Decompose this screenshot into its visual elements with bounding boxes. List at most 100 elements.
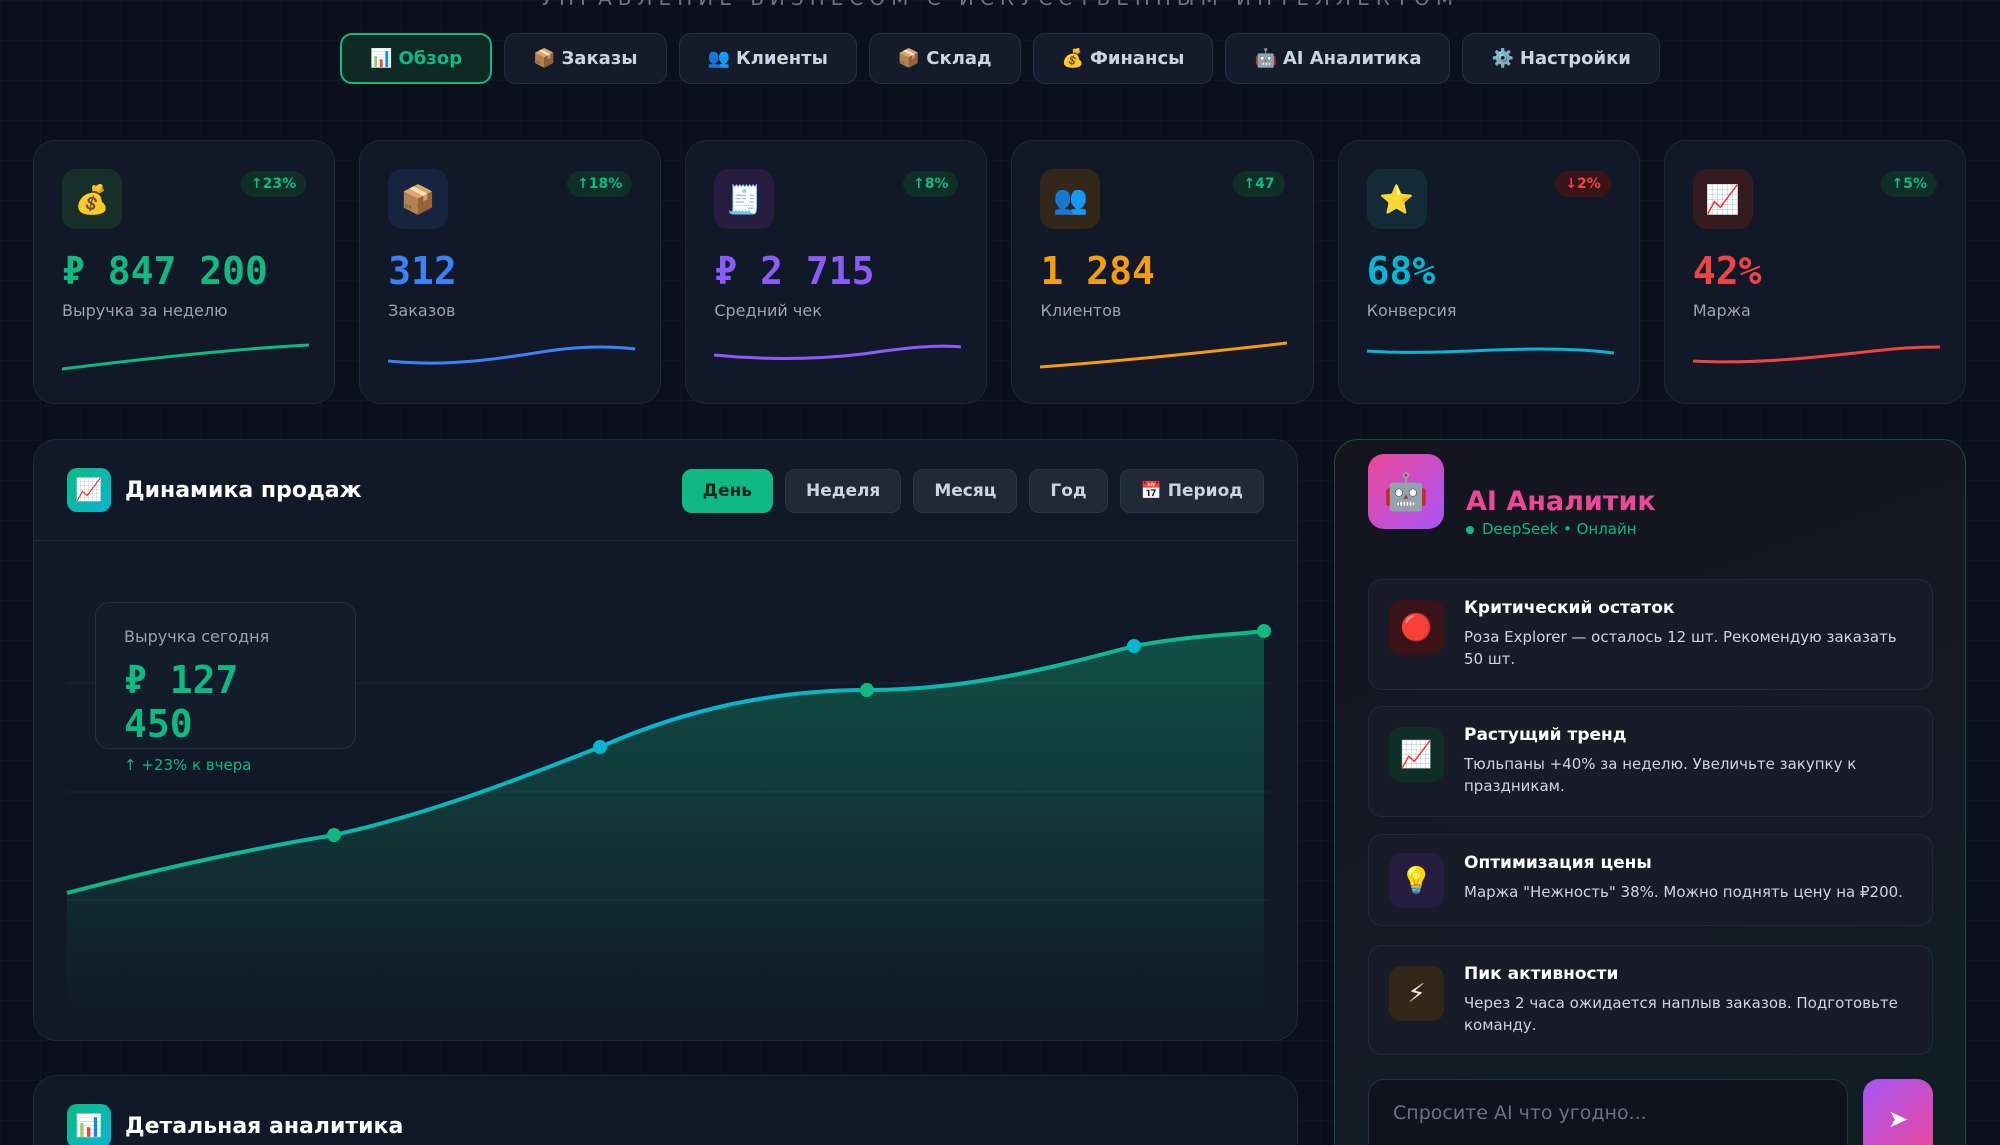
- sparkline: [1040, 341, 1288, 369]
- tab-icon: 📦: [897, 48, 921, 69]
- period-button[interactable]: Год: [1029, 469, 1108, 513]
- nav: 📊 Обзор 📦 Заказы 👥 Клиенты 📦 Склад 💰 Финансы 🤖 AI А…: [0, 33, 2000, 84]
- today-card: Выручка сегодня ₽ 127 450 ↑ +23% к вчера: [95, 602, 356, 774]
- kpi-card: 🧾 ↑8% ₽ 2 715 Средний чек: [685, 140, 988, 404]
- ai-panel: 🤖 AI Аналитик DeepSeek • Онлайн 🔴 Критиче…: [1334, 439, 1966, 1145]
- kpi-badge: ↑18%: [567, 171, 633, 197]
- sales-chart: [66, 624, 1271, 1020]
- insight-text: Через 2 часа ожидается наплыв заказов. П…: [1464, 994, 1898, 1034]
- kpi-value: 42%: [1692, 249, 1762, 293]
- ai-insight: 🔴 Критический остаток Роза Explorer — оста…: [1368, 579, 1933, 690]
- kpi-value: 1 284: [1040, 249, 1155, 293]
- today-change: ↑ +23% к вчера: [124, 756, 252, 774]
- sparkline-path: [1040, 341, 1288, 369]
- tab-label: Склад: [926, 48, 992, 69]
- tab-icon: 👥: [707, 48, 730, 69]
- insight-title: Критический остаток: [1464, 598, 1675, 618]
- tab-icon: 🤖: [1254, 48, 1277, 69]
- kpi-label: Клиентов: [1040, 301, 1122, 320]
- tab-label: AI Аналитика: [1282, 48, 1422, 69]
- tab-label: Клиенты: [735, 48, 828, 69]
- tab-label: Обзор: [398, 48, 463, 69]
- tab-icon: ⚙️: [1491, 48, 1514, 69]
- sparkline-path: [388, 345, 636, 365]
- nav-tab[interactable]: ⚙️ Настройки: [1462, 33, 1660, 84]
- kpi-card: 📈 ↑5% 42% Маржа: [1663, 140, 1966, 404]
- period-button[interactable]: 📅 Период: [1119, 469, 1264, 513]
- nav-tab[interactable]: 📦 Заказы: [504, 33, 667, 84]
- nav-tab[interactable]: 📊 Обзор: [340, 33, 493, 84]
- insight-icon: 🔴: [1389, 600, 1444, 655]
- nav-tab[interactable]: 👥 Клиенты: [678, 33, 857, 84]
- sparkline-path: [1366, 347, 1614, 355]
- nav-tab[interactable]: 💰 Финансы: [1032, 33, 1214, 84]
- kpi-icon: 💰: [62, 169, 122, 229]
- ai-status: DeepSeek • Онлайн: [1466, 520, 1637, 538]
- insight-text: Тюльпаны +40% за неделю. Увеличьте закуп…: [1464, 755, 1857, 795]
- kpi-icon: ⭐: [1366, 169, 1427, 229]
- send-button[interactable]: ➤: [1863, 1079, 1933, 1145]
- kpi-label: Выручка за неделю: [62, 301, 228, 320]
- panel-title: Детальная аналитика: [125, 1113, 404, 1139]
- kpi-card: 👥 ↑47 1 284 Клиентов: [1011, 140, 1314, 404]
- nav-tab[interactable]: 🤖 AI Аналитика: [1225, 33, 1451, 84]
- insight-icon: 💡: [1389, 853, 1444, 908]
- insight-icon: ⚡: [1389, 966, 1444, 1021]
- panel-icon: 📊: [67, 1104, 111, 1145]
- sparkline-path: [62, 343, 310, 371]
- kpi-value: 312: [388, 249, 457, 293]
- sparkline: [62, 343, 310, 371]
- ai-icon: 🤖: [1368, 454, 1444, 529]
- period-button[interactable]: Месяц: [913, 469, 1018, 513]
- insight-title: Растущий тренд: [1464, 725, 1627, 745]
- ai-title: AI Аналитик: [1466, 486, 1656, 517]
- details-panel: 📊 Детальная аналитика: [33, 1075, 1298, 1145]
- kpi-value: ₽ 847 200: [62, 249, 268, 293]
- panel-icon: 📈: [67, 468, 111, 512]
- sparkline-path: [714, 344, 962, 360]
- kpi-badge: ↑23%: [240, 171, 307, 197]
- tab-label: Финансы: [1090, 48, 1185, 69]
- panel-header: 📊 Детальная аналитика: [67, 1104, 403, 1145]
- separator: [34, 540, 1297, 541]
- ai-insight: 💡 Оптимизация цены Маржа "Нежность" 38%. М…: [1368, 834, 1933, 926]
- tab-icon: 📊: [370, 48, 393, 69]
- kpi-icon: 🧾: [714, 169, 775, 229]
- kpi-badge: ↓2%: [1555, 171, 1611, 197]
- tab-icon: 📦: [533, 48, 556, 69]
- insight-text: Маржа "Нежность" 38%. Можно поднять цену…: [1464, 883, 1903, 901]
- insight-title: Оптимизация цены: [1464, 853, 1652, 873]
- kpi-card: 💰 ↑23% ₽ 847 200 Выручка за неделю: [33, 140, 336, 404]
- period-button[interactable]: Неделя: [784, 469, 902, 513]
- ai-insight: ⚡ Пик активности Через 2 часа ожидается на…: [1368, 945, 1933, 1055]
- area: [67, 631, 1264, 1020]
- tab-label: Настройки: [1519, 48, 1631, 69]
- sparkline: [1366, 347, 1614, 355]
- ai-input[interactable]: Спросите AI что угодно...: [1368, 1079, 1848, 1145]
- kpi-label: Заказов: [388, 301, 456, 320]
- subtitle: УПРАВЛЕНИЕ БИЗНЕСОМ С ИСКУССТВЕННЫМ ИНТЕ…: [0, 0, 2000, 10]
- kpi-label: Конверсия: [1366, 301, 1457, 320]
- kpi-value: 68%: [1366, 249, 1436, 293]
- kpi-badge: ↑47: [1233, 171, 1285, 197]
- sparkline: [1692, 345, 1940, 364]
- sales-panel: 📈 Динамика продаж День Неделя Месяц Год 📅 Пер…: [33, 439, 1298, 1041]
- kpi-label: Средний чек: [714, 301, 822, 320]
- nav-tab[interactable]: 📦 Склад: [868, 33, 1021, 84]
- kpi-label: Маржа: [1692, 301, 1751, 320]
- kpi-value: ₽ 2 715: [714, 249, 875, 293]
- sparkline-path: [1692, 345, 1940, 364]
- today-label: Выручка сегодня: [124, 627, 270, 646]
- tab-label: Заказы: [561, 48, 638, 69]
- insight-text: Роза Explorer — осталось 12 шт. Рекоменд…: [1464, 628, 1897, 668]
- ai-insight: 📈 Растущий тренд Тюльпаны +40% за неделю. …: [1368, 706, 1933, 817]
- insight-title: Пик активности: [1464, 964, 1619, 984]
- kpi-card: ⭐ ↓2% 68% Конверсия: [1337, 140, 1640, 404]
- period-buttons: День Неделя Месяц Год 📅 Период: [681, 469, 1264, 513]
- kpi-card: 📦 ↑18% 312 Заказов: [359, 140, 662, 404]
- points: [327, 624, 1271, 842]
- period-button[interactable]: День: [681, 469, 773, 513]
- sparkline: [714, 344, 962, 360]
- kpi-icon: 📦: [388, 169, 449, 229]
